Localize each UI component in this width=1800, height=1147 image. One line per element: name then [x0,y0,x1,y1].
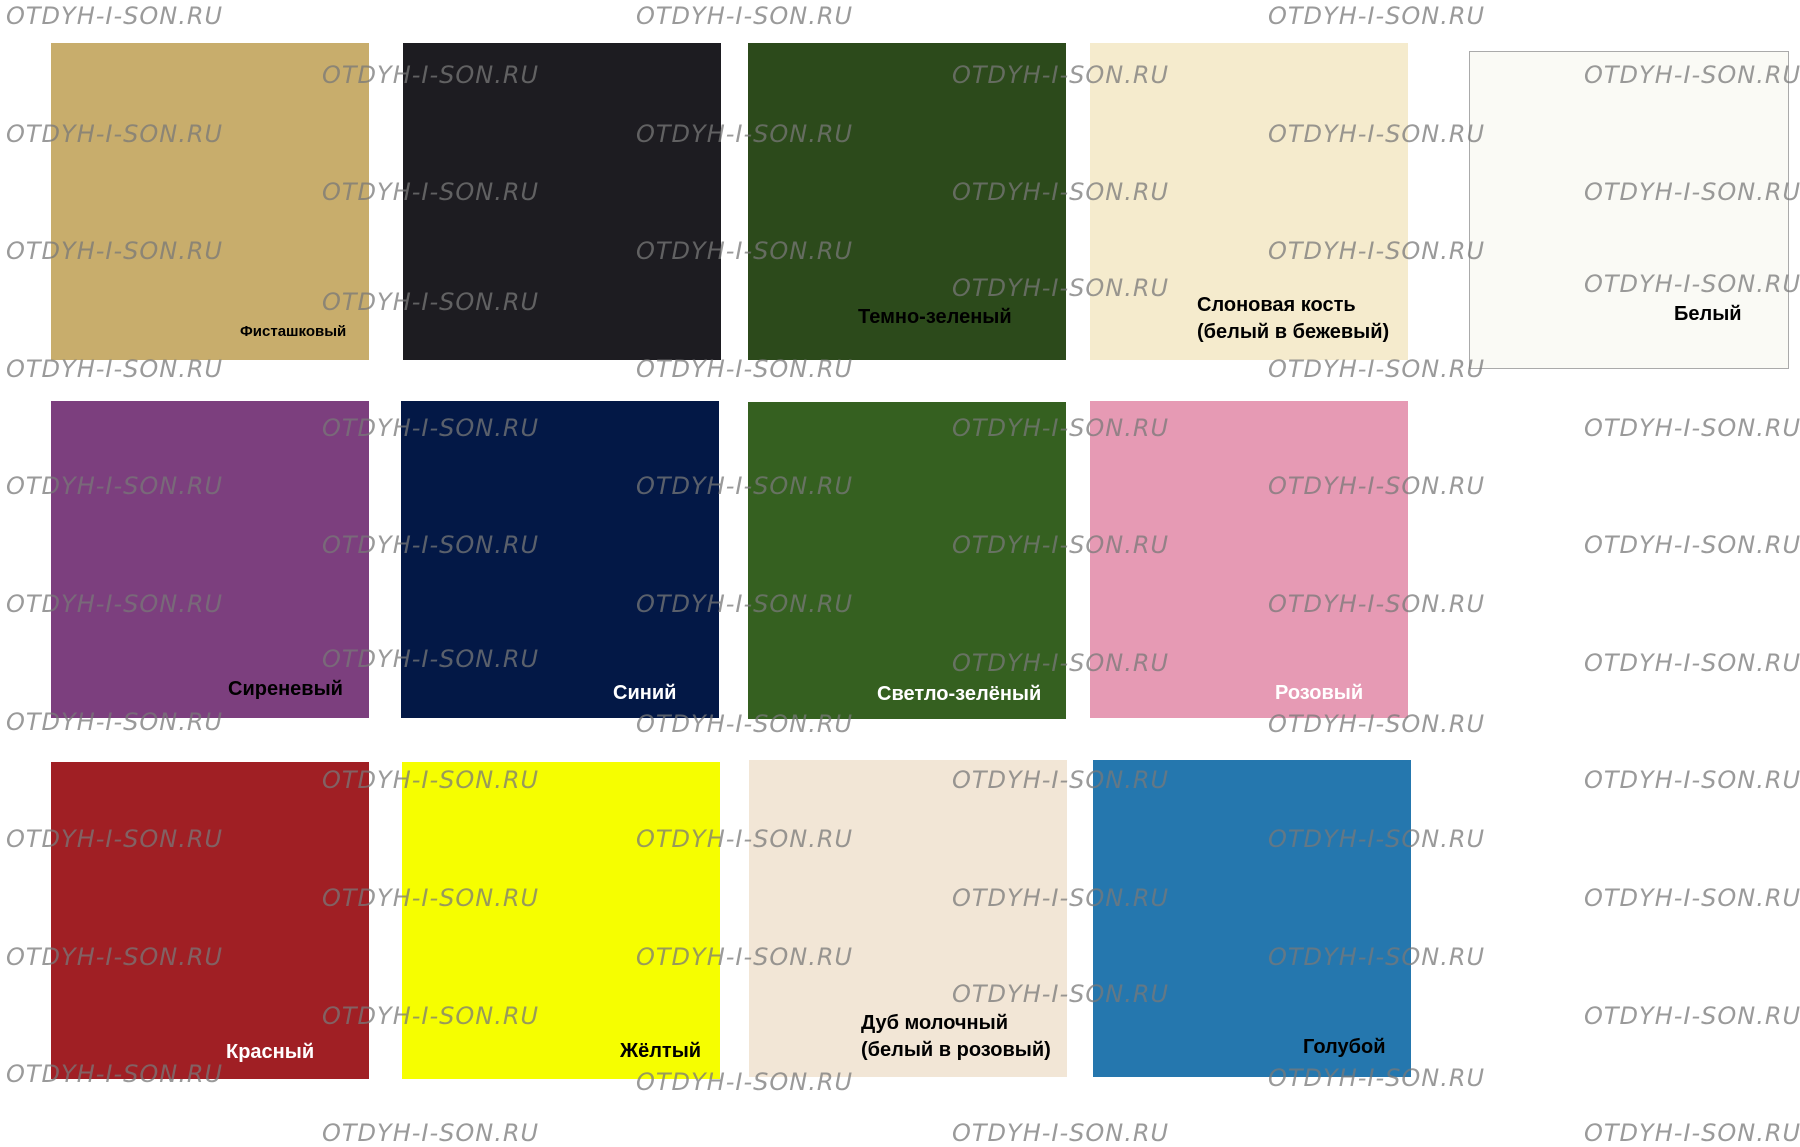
watermark-text: OTDYH-I-SON.RU [6,1060,224,1089]
watermark-text: OTDYH-I-SON.RU [1268,119,1486,148]
label-yellow: Жёлтый [620,1040,702,1062]
swatch-ivory [1090,43,1408,360]
watermark-text: OTDYH-I-SON.RU [322,60,540,89]
swatch-light-green [748,402,1066,719]
label-light-green: Светло-зелёный [877,683,1042,705]
watermark-text: OTDYH-I-SON.RU [1268,2,1486,30]
watermark-text: OTDYH-I-SON.RU [1584,1001,1800,1030]
watermark-text: OTDYH-I-SON.RU [1268,472,1486,501]
watermark-text: OTDYH-I-SON.RU [636,590,854,618]
watermark-text: OTDYH-I-SON.RU [322,1001,540,1030]
label-dark-green: Темно-зеленый [858,306,1012,328]
watermark-text: OTDYH-I-SON.RU [952,531,1170,560]
watermark-text: OTDYH-I-SON.RU [1268,942,1486,971]
label-red: Красный [226,1041,315,1063]
watermark-text: OTDYH-I-SON.RU [952,979,1170,1008]
watermark-text: OTDYH-I-SON.RU [1584,1119,1800,1147]
watermark-text: OTDYH-I-SON.RU [952,413,1170,442]
watermark-text: OTDYH-I-SON.RU [636,825,854,854]
watermark-text: OTDYH-I-SON.RU [6,707,224,736]
watermark-text: OTDYH-I-SON.RU [322,531,540,560]
watermark-text: OTDYH-I-SON.RU [6,590,224,618]
watermark-text: OTDYH-I-SON.RU [322,288,540,316]
watermark-text: OTDYH-I-SON.RU [1268,590,1486,618]
watermark-text: OTDYH-I-SON.RU [952,766,1170,795]
watermark-text: OTDYH-I-SON.RU [1268,825,1486,854]
swatch-yellow [402,762,720,1079]
watermark-text: OTDYH-I-SON.RU [6,942,224,971]
watermark-text: OTDYH-I-SON.RU [636,709,854,738]
watermark-text: OTDYH-I-SON.RU [1268,354,1486,383]
watermark-text: OTDYH-I-SON.RU [6,354,224,383]
label-pink: Розовый [1275,682,1364,704]
watermark-text: OTDYH-I-SON.RU [322,766,540,795]
watermark-text: OTDYH-I-SON.RU [322,413,540,442]
watermark-text: OTDYH-I-SON.RU [6,237,224,266]
watermark-text: OTDYH-I-SON.RU [322,178,540,207]
watermark-text: OTDYH-I-SON.RU [322,1119,540,1147]
swatch-milk-oak [749,760,1067,1077]
watermark-text: OTDYH-I-SON.RU [1584,60,1800,89]
watermark-text: OTDYH-I-SON.RU [1584,531,1800,560]
swatch-dark-green [748,43,1066,360]
watermark-text: OTDYH-I-SON.RU [1584,648,1800,677]
swatch-lilac [51,401,369,718]
watermark-text: OTDYH-I-SON.RU [6,472,224,501]
watermark-text: OTDYH-I-SON.RU [6,825,224,854]
watermark-text: OTDYH-I-SON.RU [636,2,854,30]
watermark-text: OTDYH-I-SON.RU [636,119,854,148]
watermark-text: OTDYH-I-SON.RU [636,354,854,383]
watermark-text: OTDYH-I-SON.RU [1268,237,1486,266]
watermark-text: OTDYH-I-SON.RU [952,1119,1170,1147]
watermark-text: OTDYH-I-SON.RU [952,60,1170,89]
watermark-text: OTDYH-I-SON.RU [952,648,1170,677]
watermark-text: OTDYH-I-SON.RU [636,237,854,266]
label-milk-oak: Дуб молочный (белый в розовый) [861,1012,1051,1061]
watermark-text: OTDYH-I-SON.RU [952,274,1170,302]
watermark-text: OTDYH-I-SON.RU [1268,709,1486,738]
swatch-black [403,43,721,360]
label-blue: Голубой [1303,1036,1386,1058]
label-lilac: Сиреневый [228,678,343,700]
label-pistachio: Фисташковый [240,323,347,340]
watermark-text: OTDYH-I-SON.RU [1584,413,1800,442]
watermark-text: OTDYH-I-SON.RU [952,178,1170,207]
watermark-text: OTDYH-I-SON.RU [322,644,540,673]
watermark-text: OTDYH-I-SON.RU [6,2,224,30]
watermark-text: OTDYH-I-SON.RU [1268,1064,1486,1093]
watermark-text: OTDYH-I-SON.RU [1584,766,1800,795]
watermark-text: OTDYH-I-SON.RU [1584,884,1800,912]
watermark-text: OTDYH-I-SON.RU [322,884,540,912]
swatch-pink [1090,401,1408,718]
swatch-pistachio [51,43,369,360]
watermark-text: OTDYH-I-SON.RU [952,884,1170,912]
label-navy: Синий [613,682,677,704]
watermark-text: OTDYH-I-SON.RU [636,472,854,501]
label-ivory: Слоновая кость (белый в бежевый) [1197,294,1390,343]
swatch-white [1469,51,1789,369]
watermark-text: OTDYH-I-SON.RU [1584,270,1800,298]
watermark-text: OTDYH-I-SON.RU [6,119,224,148]
swatch-navy [401,401,719,718]
watermark-text: OTDYH-I-SON.RU [636,1068,854,1097]
watermark-text: OTDYH-I-SON.RU [636,942,854,971]
swatch-blue [1093,760,1411,1077]
swatch-red [51,762,369,1079]
watermark-text: OTDYH-I-SON.RU [1584,178,1800,207]
label-white: Белый [1674,303,1742,325]
